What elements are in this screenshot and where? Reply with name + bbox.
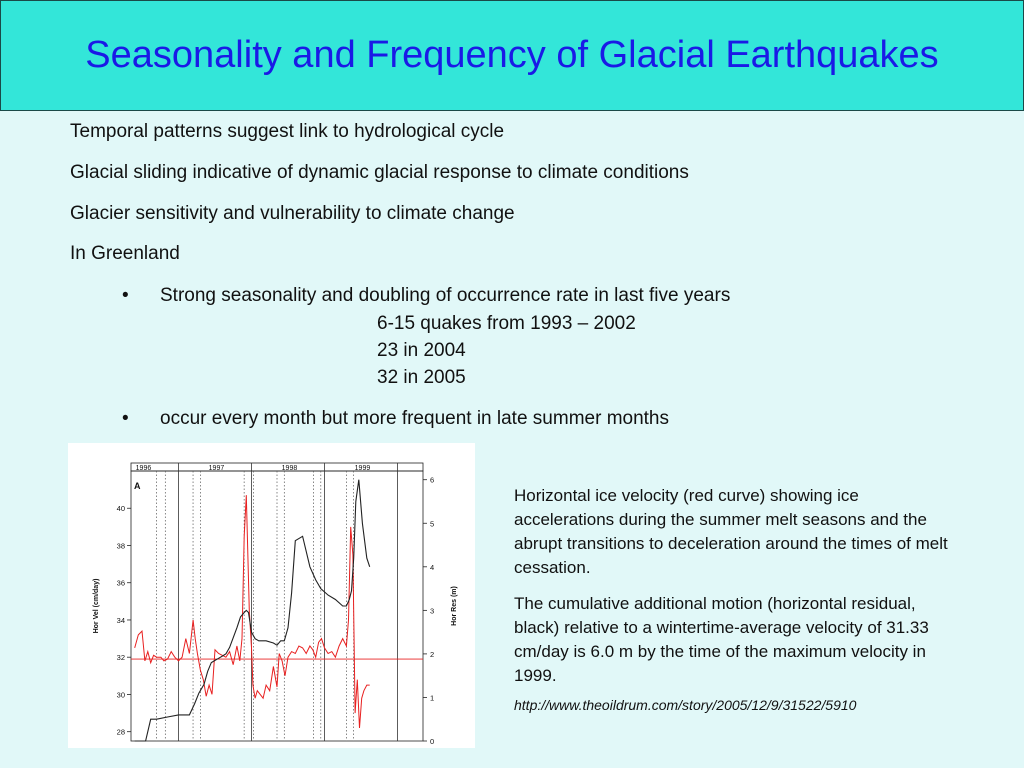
y-tick-label: 30 [117,690,125,699]
y-tick-label: 40 [117,504,125,513]
y2-tick-label: 6 [430,476,434,485]
y-tick-label: 34 [117,616,125,625]
sub-line-1: 6-15 quakes from 1993 – 2002 [377,313,636,334]
y-tick-label: 32 [117,653,125,662]
y2-tick-label: 4 [430,563,434,572]
bullet-text-1: Strong seasonality and doubling of occur… [160,285,731,306]
y2-tick-label: 2 [430,650,434,659]
sub-line-3: 32 in 2005 [377,367,466,388]
y-axis-label: Hor Vel (cm/day) [93,579,100,634]
sub-line-2: 23 in 2004 [377,340,466,361]
chart-figure: 1996 1997 1998 1999 28 30 32 34 36 38 40 0 1 2 3 4 5 6 Hor… [68,443,475,748]
year-label: 1998 [282,465,298,472]
panel-label: A [134,481,141,491]
title-bar: Seasonality and Frequency of Glacial Ear… [0,0,1024,111]
residual-series-line [134,479,371,742]
source-link[interactable]: http://www.theoildrum.com/story/2005/12/… [514,697,857,713]
slide-title: Seasonality and Frequency of Glacial Ear… [85,34,939,76]
text-line-3: Glacier sensitivity and vulnerability to… [70,203,515,224]
caption-paragraph-1: Horizontal ice velocity (red curve) show… [514,486,948,577]
y2-tick-label: 5 [430,519,434,528]
year-strip [130,462,424,472]
y2-tick-label: 0 [430,737,434,746]
year-label: 1996 [136,465,152,472]
y-tick-label: 36 [117,579,125,588]
plot-frame [130,470,424,742]
bullet-text-2: occur every month but more frequent in l… [160,408,670,429]
velocity-chart: 1996 1997 1998 1999283032343638400123456Hor… [93,462,458,746]
y-tick-label: 38 [117,541,125,550]
caption-paragraph-2: The cumulative additional motion (horizo… [514,594,929,685]
y-tick-label: 28 [117,728,125,737]
text-line-4: In Greenland [70,243,180,264]
y2-tick-label: 3 [430,606,434,615]
text-line-2: Glacial sliding indicative of dynamic gl… [70,162,689,183]
y2-axis-label: Hor Res (m) [451,586,458,626]
velocity-series-line [134,495,370,729]
text-line-1: Temporal patterns suggest link to hydrol… [70,121,505,142]
year-label: 1999 [355,465,371,472]
year-label: 1997 [209,465,225,472]
y2-tick-label: 1 [430,693,434,702]
bullet-marker-1: • [122,285,129,306]
bullet-marker-2: • [122,408,129,429]
